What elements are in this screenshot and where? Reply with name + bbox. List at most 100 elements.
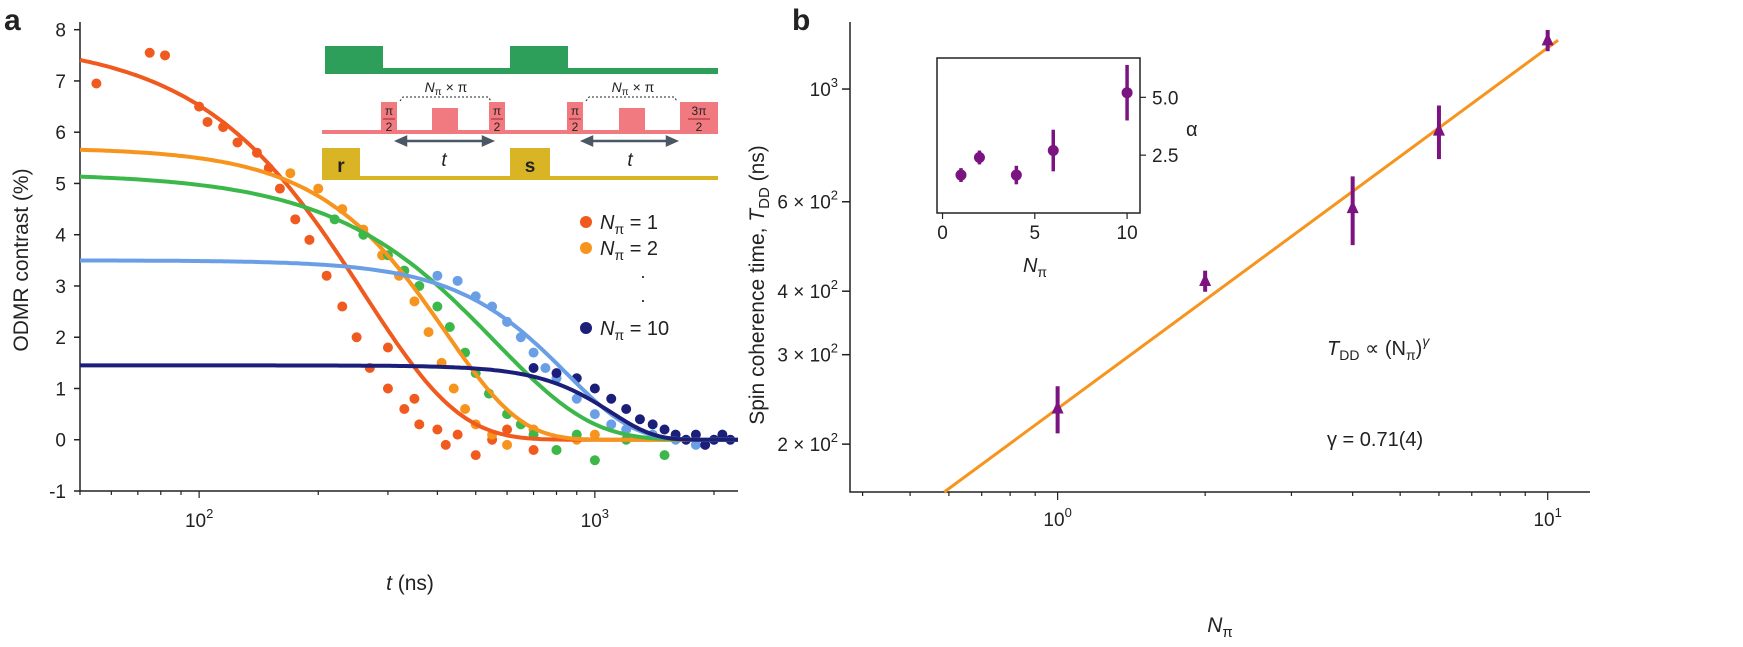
data-point bbox=[409, 296, 420, 307]
xlabel-unit: (ns) bbox=[398, 572, 434, 595]
inset-x-tick-label: 10 bbox=[1117, 223, 1138, 244]
panel-a-legend: Nπ = 1 Nπ = 2 · · Nπ = 10 bbox=[580, 212, 669, 343]
data-point bbox=[313, 183, 324, 194]
inset-xlabel: Nπ bbox=[1023, 255, 1047, 280]
inset-y-tick-label: 5.0 bbox=[1152, 88, 1178, 109]
y-tick-label: 0 bbox=[55, 431, 66, 452]
data-point bbox=[470, 450, 481, 461]
data-point bbox=[202, 116, 213, 127]
block-label-1: Nπ × π bbox=[425, 79, 468, 98]
y-tick-label: 4 × 102 bbox=[777, 277, 838, 303]
data-point bbox=[285, 168, 296, 179]
data-point bbox=[700, 439, 711, 450]
panel-a-ylabel: ODMR contrast (%) bbox=[10, 168, 33, 351]
panel-a-xlabel: t (ns) bbox=[386, 572, 434, 595]
data-point bbox=[304, 234, 315, 245]
y-tick-label: 3 bbox=[55, 277, 66, 298]
data-point bbox=[647, 419, 658, 430]
data-point bbox=[690, 439, 701, 450]
legend-label-n2: Nπ = 2 bbox=[600, 238, 658, 263]
inset-x-tick-label: 5 bbox=[1030, 223, 1041, 244]
x-tick-label: 101 bbox=[1533, 505, 1561, 531]
data-point bbox=[528, 444, 539, 455]
data-point bbox=[452, 429, 463, 440]
fit-line bbox=[943, 38, 1559, 494]
inset-ylabel: α bbox=[1186, 119, 1198, 141]
legend-label-n1: Nπ = 1 bbox=[600, 212, 658, 237]
block-bracket-1 bbox=[399, 96, 492, 102]
y-tick-label: 6 bbox=[55, 123, 66, 144]
data-point bbox=[659, 424, 670, 435]
inset-data-point bbox=[1121, 87, 1133, 99]
delay-arrow-1 bbox=[393, 135, 496, 147]
panel-b-ylabel: Spin coherence time, TDD (ns) bbox=[746, 145, 773, 425]
inset-x-tick-label: 0 bbox=[937, 223, 948, 244]
legend-marker-n10 bbox=[580, 322, 592, 334]
gamma-annotation: γ = 0.71(4) bbox=[1327, 429, 1423, 451]
inset-y-tick-label: 2.5 bbox=[1152, 146, 1178, 167]
data-point bbox=[589, 455, 600, 466]
data-point bbox=[232, 137, 243, 148]
x-tick-label: 100 bbox=[1043, 505, 1071, 531]
delay-label-2: t bbox=[627, 150, 633, 171]
three-pi-half-num: 3π bbox=[692, 104, 707, 118]
legend-label-n10: Nπ = 10 bbox=[600, 318, 669, 343]
data-point bbox=[551, 444, 562, 455]
inset-plot: 0 5 10 2.5 5.0 bbox=[936, 57, 1178, 244]
pi-half-num: π bbox=[385, 104, 393, 118]
data-point bbox=[589, 383, 600, 394]
xlabel-var: t bbox=[386, 572, 393, 595]
y-tick-label: 2 bbox=[55, 328, 66, 349]
data-point bbox=[551, 368, 562, 379]
y-tick-label: 4 bbox=[55, 226, 66, 247]
data-point bbox=[337, 301, 348, 312]
data-point bbox=[448, 383, 459, 394]
readout-label-s: s bbox=[525, 156, 536, 177]
delay-label-1: t bbox=[441, 150, 447, 171]
data-point bbox=[290, 214, 301, 225]
three-pi-half-den: 2 bbox=[696, 120, 703, 134]
y-tick-label: 2 × 102 bbox=[777, 430, 838, 456]
data-point bbox=[444, 321, 455, 332]
data-point bbox=[589, 409, 600, 420]
y-tick-label: -1 bbox=[49, 482, 66, 503]
data-point bbox=[528, 347, 539, 358]
legend-ellipsis: · bbox=[640, 290, 646, 310]
pi-half-den: 2 bbox=[572, 120, 579, 134]
panel-b-label: b bbox=[792, 4, 810, 37]
block-label-2: Nπ × π bbox=[612, 79, 655, 98]
panel-a-label: a bbox=[4, 4, 21, 37]
data-point bbox=[382, 342, 393, 353]
y-tick-label: 103 bbox=[810, 75, 838, 101]
data-point-triangle bbox=[1051, 400, 1064, 414]
data-point bbox=[144, 47, 155, 58]
delay-arrow-2 bbox=[579, 135, 680, 147]
data-point bbox=[432, 301, 443, 312]
y-tick-label: 8 bbox=[55, 21, 66, 42]
data-point-triangle bbox=[1541, 32, 1554, 46]
pi-half-den: 2 bbox=[386, 120, 393, 134]
fit-curve bbox=[80, 363, 738, 442]
y-tick-label: 6 × 102 bbox=[777, 188, 838, 214]
panel-a-plot: 8 7 6 5 4 3 2 1 0 -1 102 103 bbox=[49, 21, 738, 532]
data-point bbox=[606, 419, 617, 430]
data-point bbox=[382, 383, 393, 394]
data-point-triangle bbox=[1346, 200, 1359, 214]
y-tick-label: 1 bbox=[55, 379, 66, 400]
data-point bbox=[160, 50, 171, 61]
legend-marker-n1 bbox=[580, 216, 592, 228]
data-point bbox=[274, 183, 285, 194]
data-point bbox=[321, 270, 332, 281]
inset-data-point bbox=[955, 169, 967, 181]
data-point bbox=[409, 393, 420, 404]
axes-frame bbox=[849, 22, 1590, 493]
scaling-law-annotation: TDD ∝ (Nπ)γ bbox=[1327, 333, 1430, 363]
x-tick-label: 103 bbox=[581, 506, 609, 532]
pi-half-num: π bbox=[571, 104, 579, 118]
data-point bbox=[452, 275, 463, 286]
pi-half-den: 2 bbox=[494, 120, 501, 134]
inset-frame bbox=[936, 57, 1141, 214]
data-point bbox=[659, 450, 670, 461]
x-tick-label: 102 bbox=[185, 506, 213, 532]
